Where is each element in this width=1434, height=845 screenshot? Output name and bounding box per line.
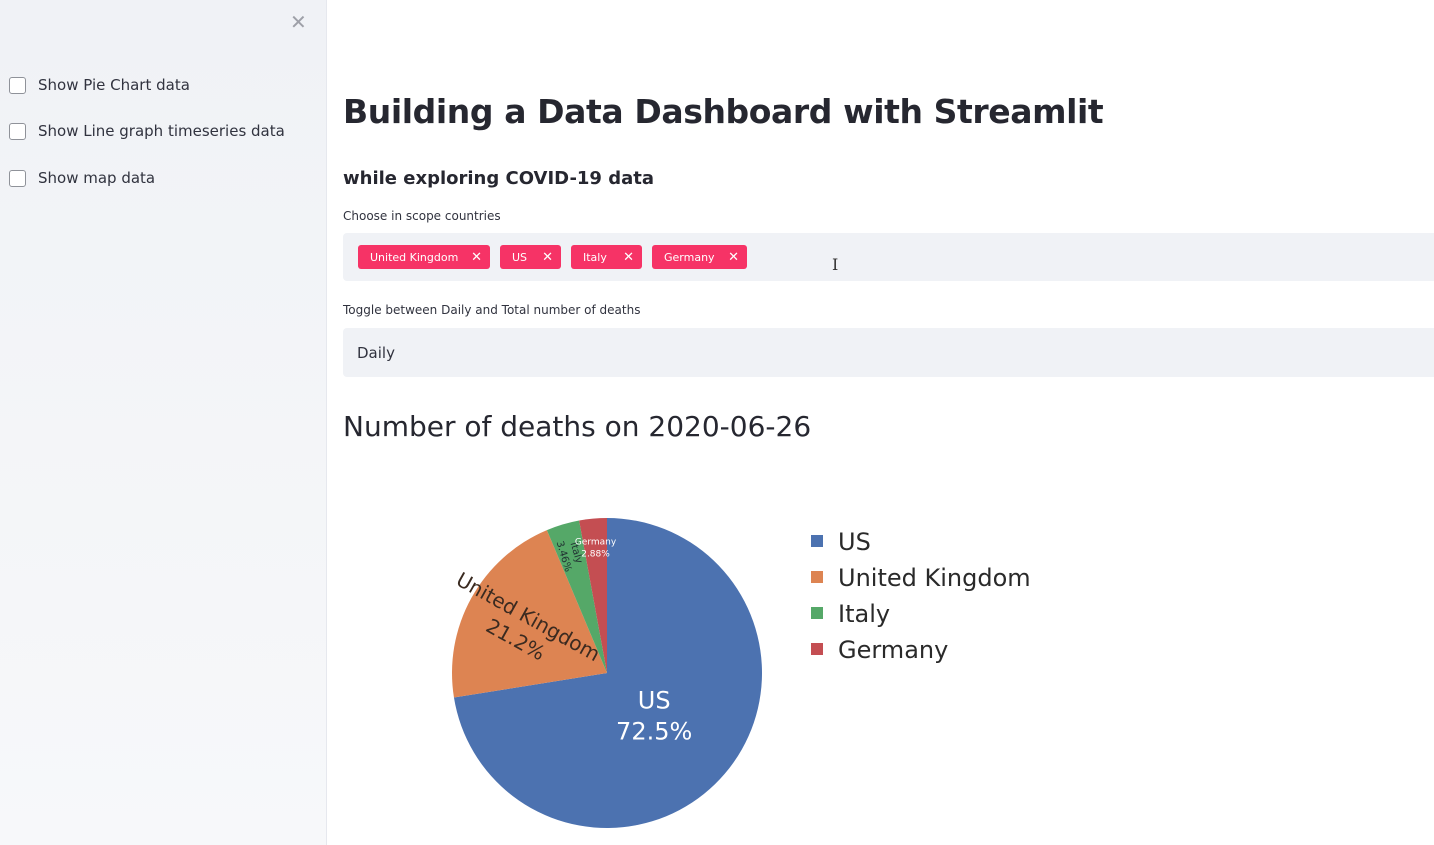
remove-tag-icon[interactable]: ✕ bbox=[471, 249, 482, 265]
legend-swatch[interactable] bbox=[811, 571, 823, 583]
checkbox-box[interactable] bbox=[9, 76, 26, 94]
tag-us: US ✕ bbox=[500, 245, 561, 269]
tag-label: United Kingdom bbox=[370, 250, 459, 264]
tag-germany: Germany ✕ bbox=[652, 245, 747, 269]
checkbox-show-pie-chart[interactable]: Show Pie Chart data bbox=[9, 74, 190, 96]
checkbox-box[interactable] bbox=[9, 122, 26, 140]
checkbox-label: Show Pie Chart data bbox=[38, 76, 190, 94]
pie-slice-germany[interactable] bbox=[579, 518, 607, 673]
legend-label[interactable]: Italy bbox=[838, 600, 890, 628]
page-title: Building a Data Dashboard with Streamlit bbox=[343, 92, 1104, 131]
pie-chart: US 72.5%United Kingdom21.2%Italy3.46% Germ… bbox=[452, 518, 1031, 828]
sidebar: ✕ Show Pie Chart data Show Line graph ti… bbox=[0, 0, 327, 845]
text-cursor-icon: I bbox=[832, 255, 839, 274]
checkbox-label: Show map data bbox=[38, 169, 156, 187]
tag-italy: Italy ✕ bbox=[571, 245, 642, 269]
pie-slice-united-kingdom[interactable] bbox=[452, 530, 607, 698]
remove-tag-icon[interactable]: ✕ bbox=[728, 249, 739, 265]
close-sidebar-icon[interactable]: ✕ bbox=[290, 10, 307, 34]
checkbox-show-map[interactable]: Show map data bbox=[9, 167, 155, 189]
pie-slice-label: US 72.5% bbox=[616, 686, 692, 745]
toggle-field-label: Toggle between Daily and Total number of… bbox=[343, 303, 641, 317]
page-subtitle: while exploring COVID-19 data bbox=[343, 168, 655, 189]
legend-label[interactable]: US bbox=[838, 528, 871, 556]
countries-field-label: Choose in scope countries bbox=[343, 209, 501, 223]
legend-label[interactable]: United Kingdom bbox=[838, 564, 1031, 592]
legend-swatch[interactable] bbox=[811, 607, 823, 619]
chart-heading: Number of deaths on 2020-06-26 bbox=[343, 410, 812, 443]
tag-united-kingdom: United Kingdom ✕ bbox=[358, 245, 490, 269]
chart-legend: US United Kingdom Italy Germany bbox=[811, 528, 1031, 664]
tag-label: Germany bbox=[664, 250, 715, 264]
checkbox-box[interactable] bbox=[9, 169, 26, 187]
remove-tag-icon[interactable]: ✕ bbox=[542, 249, 553, 265]
pie-slices bbox=[452, 518, 762, 828]
pie-slice-italy[interactable] bbox=[546, 520, 607, 673]
legend-swatch[interactable] bbox=[811, 643, 823, 655]
legend-label[interactable]: Germany bbox=[838, 636, 948, 664]
pie-slice-label: Germany 2.88% bbox=[575, 538, 617, 560]
main-content: Building a Data Dashboard with Streamlit… bbox=[327, 0, 1434, 845]
pie-slice-us[interactable] bbox=[453, 518, 762, 828]
daily-total-select[interactable]: Daily bbox=[343, 328, 1434, 377]
tag-label: US bbox=[512, 250, 528, 264]
remove-tag-icon[interactable]: ✕ bbox=[623, 249, 634, 265]
countries-multiselect[interactable]: United Kingdom ✕ US ✕ Italy ✕ Germany ✕ … bbox=[343, 233, 1434, 281]
checkbox-label: Show Line graph timeseries data bbox=[38, 122, 285, 140]
tag-label: Italy bbox=[583, 250, 607, 264]
legend-swatch[interactable] bbox=[811, 535, 823, 547]
checkbox-show-line-graph[interactable]: Show Line graph timeseries data bbox=[9, 120, 285, 142]
select-value: Daily bbox=[357, 343, 395, 362]
